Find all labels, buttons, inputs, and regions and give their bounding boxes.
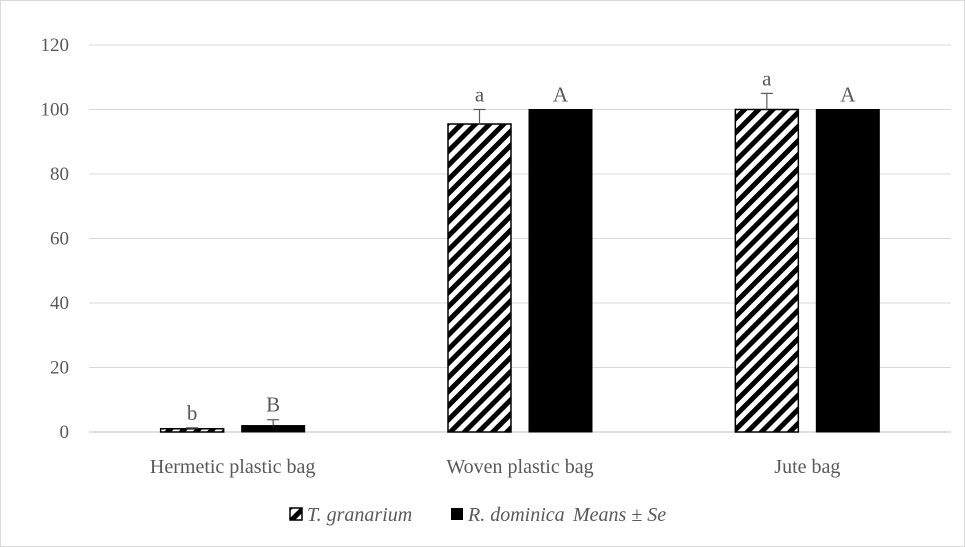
- category-label: Woven plastic bag: [446, 456, 593, 478]
- significance-labels: b Ba Aa A: [187, 66, 856, 424]
- y-tick-label: 80: [50, 164, 69, 185]
- bar-t-granarium: [159, 428, 225, 433]
- y-tick-label: 40: [50, 293, 69, 314]
- significance-label: a: [762, 66, 772, 90]
- bars: [159, 92, 880, 433]
- y-tick-label: 20: [50, 358, 69, 379]
- y-axis-ticks: 0 20 40 60 80 100 120: [41, 35, 70, 443]
- significance-label: a: [475, 83, 485, 107]
- significance-label: B: [266, 393, 280, 417]
- bar-r-dominica: [528, 109, 593, 433]
- significance-label: A: [840, 83, 856, 107]
- bar-r-dominica: [241, 425, 306, 433]
- y-tick-label: 120: [41, 35, 70, 56]
- legend-swatch-r-dominica: [451, 508, 463, 520]
- legend-note: Means ± Se: [572, 504, 666, 526]
- significance-label: A: [553, 83, 569, 107]
- legend-label-r-dominica: R. dominica: [467, 504, 565, 526]
- y-tick-label: 60: [50, 229, 69, 250]
- bar-r-dominica: [815, 109, 880, 433]
- bar-t-granarium: [734, 108, 800, 433]
- x-axis-categories: Hermetic plastic bag Woven plastic bag Jut…: [150, 456, 840, 478]
- legend-label-t-granarium: T. granarium: [307, 504, 412, 526]
- gridlines: [89, 44, 951, 433]
- category-label: Hermetic plastic bag: [150, 456, 316, 478]
- bar-t-granarium: [447, 123, 512, 433]
- y-tick-label: 0: [60, 422, 70, 443]
- significance-label: b: [187, 401, 198, 425]
- legend-swatch-t-granarium: [289, 507, 303, 521]
- category-label: Jute bag: [774, 456, 840, 478]
- legend: T. granarium R. dominica Means ± Se: [289, 504, 666, 526]
- y-tick-label: 100: [41, 100, 70, 121]
